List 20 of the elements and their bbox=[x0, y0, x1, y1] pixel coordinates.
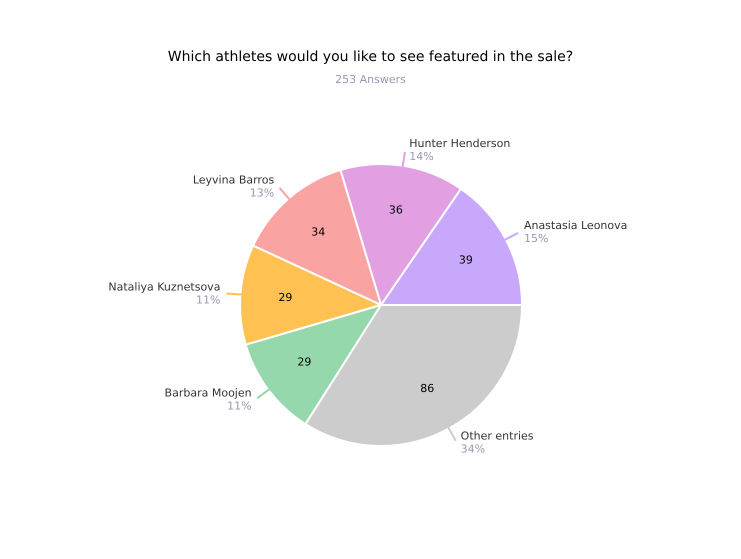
chart-title: Which athletes would you like to see featured in the sale? bbox=[168, 49, 574, 65]
text: 11% bbox=[196, 293, 220, 306]
data-label: 39 bbox=[458, 253, 473, 266]
slice-label: Hunter Henderson bbox=[409, 136, 510, 150]
text: 11% bbox=[227, 399, 252, 412]
slice-label: Other entries bbox=[460, 430, 534, 443]
slice-label: Leyvina Barros bbox=[192, 173, 274, 186]
slice-label: Nataliya Kuznetsova bbox=[108, 280, 220, 294]
slice-label: Barbara Moojen bbox=[164, 386, 252, 400]
text: 34% bbox=[460, 442, 486, 456]
chart-subtitle: 253 Answers bbox=[335, 73, 406, 86]
data-label: 36 bbox=[388, 203, 403, 216]
data-label: 34 bbox=[311, 226, 326, 239]
text: 14% bbox=[409, 150, 434, 163]
slice-label: Anastasia Leonova bbox=[524, 218, 628, 232]
text: 15% bbox=[524, 232, 548, 245]
text: 13% bbox=[250, 186, 274, 200]
data-label: 29 bbox=[278, 290, 292, 304]
data-label: 29 bbox=[297, 356, 312, 369]
data-label: 86 bbox=[420, 382, 434, 396]
